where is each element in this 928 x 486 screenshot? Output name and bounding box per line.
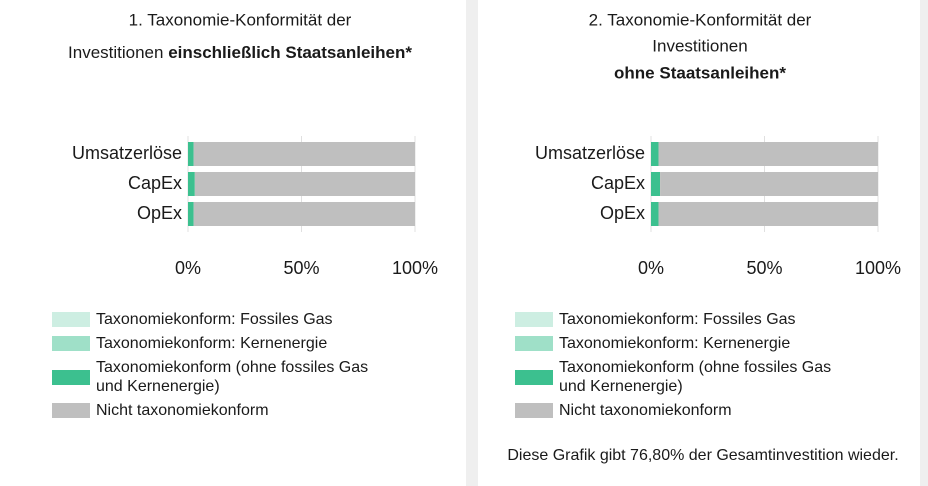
legend-swatch [52, 369, 90, 385]
legend-item: Taxonomiekonform: Kernenergie [52, 334, 392, 353]
legend-swatch [52, 312, 90, 327]
legend: Taxonomiekonform: Fossiles Gas Taxonomiek… [52, 310, 392, 425]
legend-swatch [515, 369, 553, 385]
y-tick-label: Umsatzerlöse [72, 143, 182, 163]
y-tick-label: CapEx [591, 173, 645, 193]
x-tick-label: 100% [392, 258, 438, 278]
legend-label: Taxonomiekonform: Kernenergie [96, 335, 328, 352]
x-tick-label: 50% [283, 258, 319, 278]
legend-label: Nicht taxonomiekonform [559, 402, 732, 419]
bar-segment [188, 142, 194, 166]
bar-segment [188, 172, 195, 196]
legend-swatch [52, 403, 90, 418]
legend-swatch [515, 403, 553, 418]
chart-title: 1. Taxonomie-Konformität der [129, 10, 352, 29]
legend-item: Taxonomiekonform (ohne fossiles Gas und … [52, 358, 392, 396]
chart-title: Investitionen [652, 36, 747, 55]
legend-item: Taxonomiekonform (ohne fossiles Gas und … [515, 358, 855, 396]
bar-segment [193, 142, 415, 166]
bar-segment [651, 202, 659, 226]
legend-swatch [515, 312, 553, 327]
y-tick-label: OpEx [137, 203, 182, 223]
x-tick-label: 50% [746, 258, 782, 278]
y-tick-label: CapEx [128, 173, 182, 193]
bar-segment [658, 202, 878, 226]
x-tick-label: 100% [855, 258, 901, 278]
bar-segment [651, 142, 659, 166]
legend-item: Nicht taxonomiekonform [52, 401, 392, 420]
legend-item: Taxonomiekonform: Kernenergie [515, 334, 855, 353]
note: Diese Grafik gibt 76,80% der Gesamtinves… [507, 447, 899, 464]
title-part: Investitionen [68, 43, 163, 62]
bar-segment [658, 142, 878, 166]
legend-label: Nicht taxonomiekonform [96, 402, 269, 419]
bar-segment [660, 172, 878, 196]
legend-item: Taxonomiekonform: Fossiles Gas [52, 310, 392, 329]
bar-segment [193, 202, 415, 226]
legend-label: Taxonomiekonform: Kernenergie [559, 335, 791, 352]
legend-label: Taxonomiekonform: Fossiles Gas [96, 311, 333, 328]
chart-title: Investitionen einschließlich Staatsanlei… [68, 43, 412, 62]
chart-title: 2. Taxonomie-Konformität der [589, 10, 812, 29]
legend: Taxonomiekonform: Fossiles Gas Taxonomiek… [515, 310, 855, 425]
legend-label: Taxonomiekonform (ohne fossiles Gas und … [96, 359, 369, 395]
legend-label: Taxonomiekonform: Fossiles Gas [559, 311, 796, 328]
x-tick-label: 0% [638, 258, 664, 278]
y-tick-label: OpEx [600, 203, 645, 223]
title-bold: einschließlich Staatsanleihen* [168, 43, 412, 62]
bar-segment [194, 172, 415, 196]
legend-item: Taxonomiekonform: Fossiles Gas [515, 310, 855, 329]
y-tick-label: Umsatzerlöse [535, 143, 645, 163]
x-tick-label: 0% [175, 258, 201, 278]
legend-swatch [515, 336, 553, 351]
bar-segment [188, 202, 194, 226]
bar-segment [651, 172, 661, 196]
legend-swatch [52, 336, 90, 351]
legend-label: Taxonomiekonform (ohne fossiles Gas und … [559, 359, 832, 395]
title-bold: ohne Staatsanleihen* [614, 63, 786, 82]
legend-item: Nicht taxonomiekonform [515, 401, 855, 420]
